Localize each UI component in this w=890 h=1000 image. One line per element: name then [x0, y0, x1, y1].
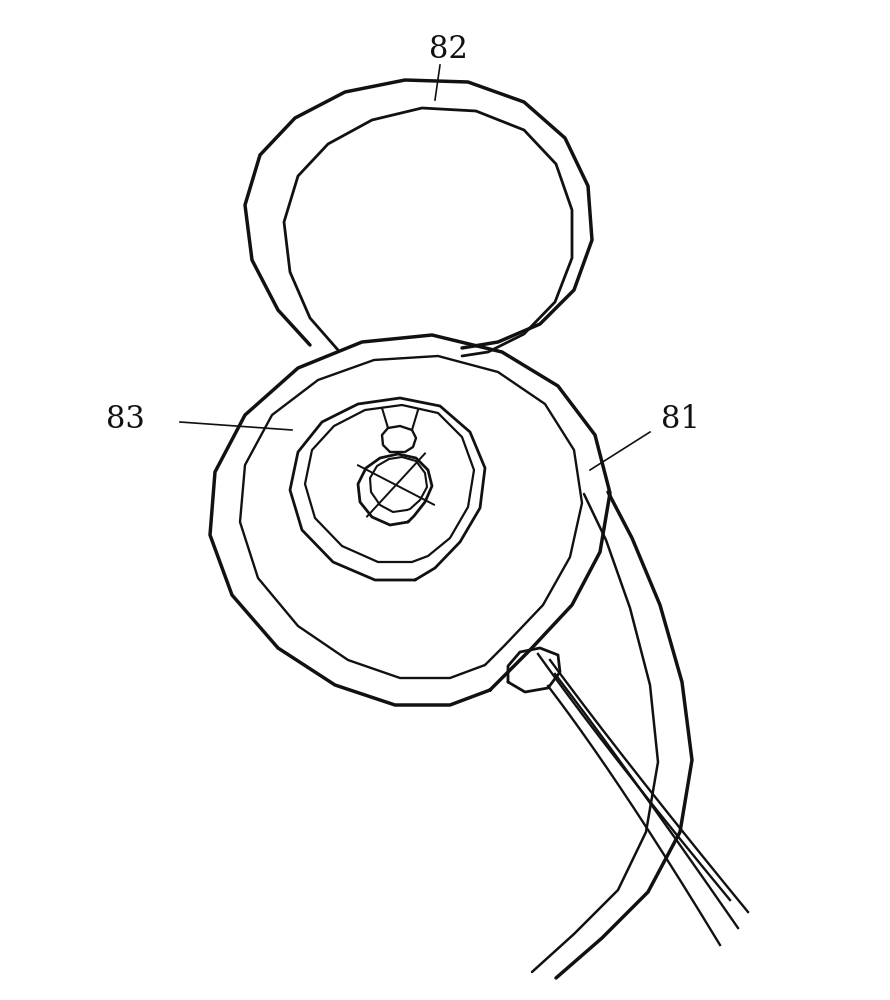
Text: 81: 81	[660, 404, 700, 436]
Text: 83: 83	[106, 404, 144, 436]
Text: 82: 82	[429, 34, 467, 66]
